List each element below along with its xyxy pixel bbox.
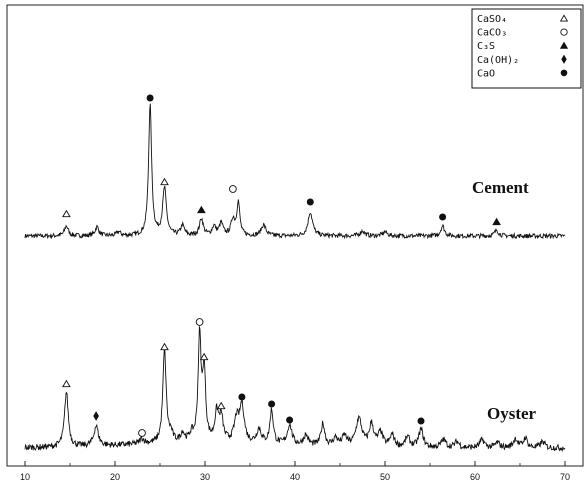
peak-marker-oyster-2 [138, 429, 146, 437]
series-label-oyster: Oyster [487, 404, 537, 423]
peak-marker-oyster-7 [238, 393, 246, 401]
x-tick-label-20: 20 [110, 472, 120, 482]
legend-marker-0 [559, 14, 569, 22]
peak-marker-cement-0 [62, 209, 71, 218]
peak-marker-oyster-1 [93, 411, 99, 421]
peak-marker-oyster-5 [199, 352, 209, 361]
series-label-cement: Cement [472, 178, 529, 197]
peak-marker-oyster-3 [160, 342, 169, 351]
x-axis: 10 20 30 40 50 60 70 [20, 461, 570, 482]
series-layer [24, 103, 566, 452]
peak-marker-cement-6 [439, 213, 447, 221]
legend-marker-4 [560, 69, 568, 77]
marker-layer [62, 94, 501, 437]
legend-items: CaSO₄ CaCO₃ C₃S Ca(OH)₂ CaO [477, 14, 569, 79]
peak-marker-cement-5 [306, 198, 314, 206]
legend-label-1: CaCO₃ [477, 28, 507, 39]
legend: CaSO₄ CaCO₃ C₃S Ca(OH)₂ CaO [471, 8, 582, 89]
peak-marker-oyster-4 [195, 318, 204, 326]
legend-label-4: CaO [477, 68, 495, 79]
peak-marker-oyster-9 [286, 416, 294, 424]
peak-marker-cement-7 [492, 217, 501, 226]
legend-marker-3 [561, 54, 567, 64]
x-tick-label-40: 40 [290, 472, 300, 482]
series-line-cement [24, 103, 566, 240]
x-tick-label-60: 60 [470, 472, 480, 482]
peak-marker-cement-2 [160, 177, 169, 186]
peak-marker-oyster-8 [268, 400, 276, 408]
peak-marker-oyster-6 [216, 401, 226, 410]
peak-marker-cement-1 [146, 94, 154, 102]
peak-marker-cement-4 [229, 185, 237, 193]
legend-marker-1 [560, 28, 568, 36]
legend-label-3: Ca(OH)₂ [477, 55, 519, 66]
legend-marker-2 [559, 41, 569, 49]
x-tick-label-70: 70 [560, 472, 570, 482]
x-tick-label-50: 50 [380, 472, 390, 482]
x-tick-label-10: 10 [20, 472, 30, 482]
legend-label-2: C₃S [477, 41, 495, 52]
peak-marker-cement-3 [197, 205, 206, 214]
series-line-oyster [24, 326, 566, 452]
peak-marker-oyster-0 [62, 379, 71, 388]
legend-label-0: CaSO₄ [477, 14, 507, 25]
x-tick-label-30: 30 [200, 472, 210, 482]
peak-marker-oyster-10 [417, 417, 425, 425]
